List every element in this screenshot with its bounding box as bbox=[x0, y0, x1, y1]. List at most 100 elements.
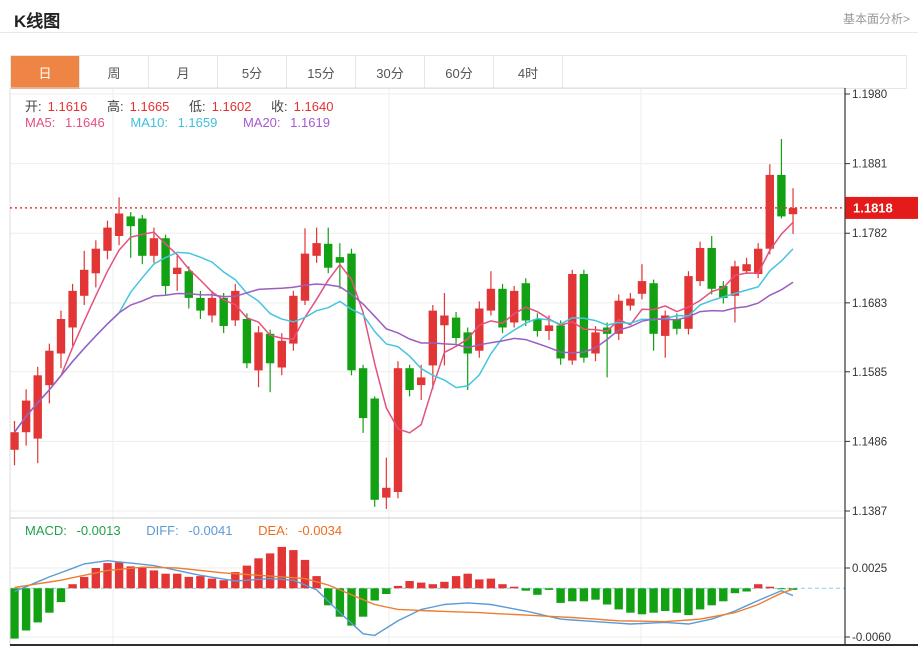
macd-bar[interactable] bbox=[45, 588, 54, 613]
candle[interactable] bbox=[277, 333, 286, 376]
candle[interactable] bbox=[242, 313, 252, 369]
candle[interactable] bbox=[196, 290, 205, 319]
macd-bar[interactable] bbox=[777, 588, 786, 590]
candle[interactable] bbox=[672, 313, 681, 335]
macd-bar[interactable] bbox=[21, 588, 31, 631]
candle[interactable] bbox=[173, 255, 182, 291]
macd-bar[interactable] bbox=[126, 566, 135, 589]
macd-bar[interactable] bbox=[161, 573, 170, 589]
macd-bar[interactable] bbox=[91, 568, 100, 589]
macd-bar[interactable] bbox=[661, 588, 670, 611]
candle[interactable] bbox=[475, 301, 484, 358]
macd-bar[interactable] bbox=[405, 581, 414, 589]
macd-bar[interactable] bbox=[591, 588, 600, 600]
candle[interactable] bbox=[591, 326, 600, 362]
candle[interactable] bbox=[56, 310, 66, 369]
candle[interactable] bbox=[33, 366, 42, 464]
macd-bar[interactable] bbox=[393, 585, 403, 589]
candle[interactable] bbox=[637, 264, 647, 300]
macd-bar[interactable] bbox=[370, 588, 379, 601]
candle[interactable] bbox=[80, 250, 89, 305]
macd-bar[interactable] bbox=[719, 588, 728, 602]
macd-bar[interactable] bbox=[80, 576, 89, 589]
macd-bar[interactable] bbox=[173, 573, 182, 589]
macd-bar[interactable] bbox=[56, 588, 66, 603]
macd-bar[interactable] bbox=[324, 588, 333, 606]
macd-bar[interactable] bbox=[649, 588, 658, 613]
candle[interactable] bbox=[184, 266, 193, 309]
candle[interactable] bbox=[347, 248, 356, 376]
macd-bar[interactable] bbox=[440, 581, 449, 589]
macd-bar[interactable] bbox=[254, 558, 263, 589]
candle[interactable] bbox=[556, 320, 565, 365]
macd-bar[interactable] bbox=[765, 586, 774, 589]
candle[interactable] bbox=[265, 329, 275, 393]
candle[interactable] bbox=[254, 326, 263, 388]
candle[interactable] bbox=[138, 215, 147, 265]
candle[interactable] bbox=[324, 227, 333, 274]
macd-bar[interactable] bbox=[231, 572, 240, 589]
candle[interactable] bbox=[393, 361, 403, 499]
macd-bar[interactable] bbox=[103, 563, 112, 589]
tab-day[interactable]: 日 bbox=[11, 56, 80, 89]
candle[interactable] bbox=[103, 220, 112, 260]
candle[interactable] bbox=[626, 293, 635, 311]
macd-bar[interactable] bbox=[289, 550, 298, 589]
candle[interactable] bbox=[510, 286, 519, 328]
candle[interactable] bbox=[533, 313, 542, 337]
tab-30min[interactable]: 30分 bbox=[356, 56, 425, 89]
macd-bar[interactable] bbox=[754, 584, 763, 589]
candle[interactable] bbox=[614, 294, 623, 341]
candle[interactable] bbox=[417, 364, 426, 400]
macd-bar[interactable] bbox=[521, 588, 530, 591]
macd-bar[interactable] bbox=[277, 546, 286, 589]
macd-bar[interactable] bbox=[684, 588, 693, 616]
candle[interactable] bbox=[289, 290, 298, 351]
macd-bar[interactable] bbox=[556, 588, 565, 603]
macd-bar[interactable] bbox=[602, 588, 612, 605]
candle[interactable] bbox=[335, 243, 345, 289]
candle[interactable] bbox=[149, 227, 159, 263]
candle[interactable] bbox=[463, 327, 472, 391]
macd-bar[interactable] bbox=[242, 565, 252, 589]
candle[interactable] bbox=[649, 279, 658, 351]
macd-bar[interactable] bbox=[68, 584, 77, 589]
macd-bar[interactable] bbox=[33, 588, 42, 623]
candle[interactable] bbox=[382, 457, 391, 509]
candle[interactable] bbox=[684, 271, 693, 335]
macd-bar[interactable] bbox=[498, 584, 507, 589]
fundamental-analysis-link[interactable]: 基本面分析> bbox=[842, 12, 910, 26]
tab-5min[interactable]: 5分 bbox=[218, 56, 287, 89]
macd-bar[interactable] bbox=[463, 573, 472, 589]
candle[interactable] bbox=[219, 293, 228, 334]
candle[interactable] bbox=[707, 236, 716, 295]
macd-bar[interactable] bbox=[265, 553, 275, 589]
macd-bar[interactable] bbox=[335, 588, 345, 617]
candle[interactable] bbox=[695, 241, 705, 286]
candle[interactable] bbox=[68, 283, 77, 346]
macd-bar[interactable] bbox=[614, 588, 623, 610]
macd-bar[interactable] bbox=[138, 568, 147, 589]
candle[interactable] bbox=[486, 271, 496, 316]
candle[interactable] bbox=[405, 364, 414, 397]
macd-bar[interactable] bbox=[10, 588, 19, 639]
candle[interactable] bbox=[114, 197, 124, 246]
macd-bar[interactable] bbox=[196, 576, 205, 589]
macd-bar[interactable] bbox=[637, 588, 647, 615]
candle[interactable] bbox=[719, 281, 728, 304]
macd-bar[interactable] bbox=[730, 588, 740, 594]
candle[interactable] bbox=[10, 421, 19, 466]
candle[interactable] bbox=[300, 228, 310, 305]
tab-60min[interactable]: 60分 bbox=[425, 56, 494, 89]
candle[interactable] bbox=[451, 312, 461, 344]
candle[interactable] bbox=[45, 343, 54, 404]
macd-bar[interactable] bbox=[114, 562, 124, 589]
macd-bar[interactable] bbox=[300, 559, 310, 589]
macd-bar[interactable] bbox=[486, 578, 496, 589]
candle[interactable] bbox=[788, 188, 798, 234]
candle[interactable] bbox=[777, 139, 786, 219]
macd-bar[interactable] bbox=[533, 588, 542, 595]
macd-bar[interactable] bbox=[417, 582, 426, 589]
candle[interactable] bbox=[312, 227, 321, 263]
candle[interactable] bbox=[579, 269, 589, 363]
